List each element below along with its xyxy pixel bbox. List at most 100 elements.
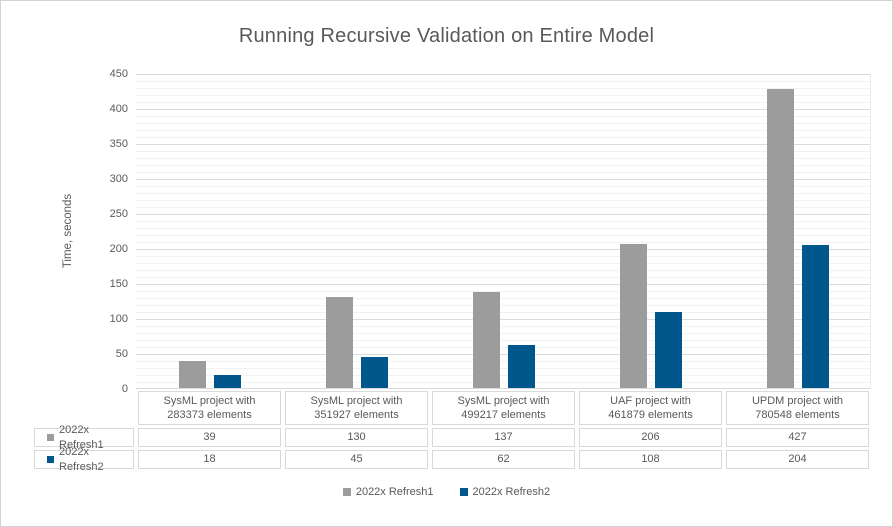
minor-gridline	[136, 326, 870, 327]
minor-gridline	[136, 361, 870, 362]
y-tick-label: 200	[109, 243, 128, 255]
series-label-cell: 2022x Refresh1	[34, 424, 134, 451]
category-cell: UPDM project with 780548 elements	[726, 391, 869, 425]
y-tick-label: 350	[109, 138, 128, 150]
minor-gridline	[136, 235, 870, 236]
bar-series2-group3	[507, 344, 535, 388]
minor-gridline	[136, 333, 870, 334]
value-cell: 18	[138, 450, 281, 469]
y-tick-label: 250	[109, 208, 128, 220]
minor-gridline	[136, 88, 870, 89]
minor-gridline	[136, 256, 870, 257]
minor-gridline	[136, 291, 870, 292]
category-cell-line: SysML project with	[457, 394, 550, 407]
y-tick-label: 100	[109, 313, 128, 325]
y-tick-label: 300	[109, 173, 128, 185]
minor-gridline	[136, 312, 870, 313]
value-cell: 204	[726, 450, 869, 469]
minor-gridline	[136, 158, 870, 159]
value-cell: 427	[726, 428, 869, 447]
category-cell-line: 283373 elements	[167, 409, 252, 421]
value-cell: 62	[432, 450, 575, 469]
major-gridline	[136, 74, 870, 75]
minor-gridline	[136, 263, 870, 264]
y-tick-label: 50	[115, 348, 128, 360]
bar-series2-group5	[801, 245, 829, 388]
series-label-cell: 2022x Refresh2	[34, 446, 134, 473]
minor-gridline	[136, 137, 870, 138]
minor-gridline	[136, 221, 870, 222]
major-gridline	[136, 354, 870, 355]
minor-gridline	[136, 340, 870, 341]
bar-series2-group1	[213, 375, 241, 388]
minor-gridline	[136, 102, 870, 103]
category-cell-line: SysML project with	[310, 394, 403, 407]
y-tick-label: 0	[121, 383, 128, 395]
category-cell-line: 351927 elements	[314, 409, 399, 421]
bar-series1-group2	[325, 297, 353, 388]
minor-gridline	[136, 81, 870, 82]
value-cell: 206	[579, 428, 722, 447]
value-cell: 45	[285, 450, 428, 469]
category-cell: SysML project with 351927 elements	[285, 391, 428, 425]
bar-series1-group4	[619, 243, 647, 388]
category-cell-line: 461879 elements	[608, 409, 693, 421]
minor-gridline	[136, 130, 870, 131]
legend: 2022x Refresh1 2022x Refresh2	[1, 486, 892, 498]
category-cell-line: 780548 elements	[755, 409, 840, 421]
series-name: 2022x Refresh2	[59, 446, 104, 473]
minor-gridline	[136, 298, 870, 299]
legend-swatch	[459, 488, 468, 496]
minor-gridline	[136, 228, 870, 229]
value-cell: 39	[138, 428, 281, 447]
minor-gridline	[136, 165, 870, 166]
y-tick-label: 150	[109, 278, 128, 290]
category-cell: UAF project with 461879 elements	[579, 391, 722, 425]
minor-gridline	[136, 207, 870, 208]
major-gridline	[136, 249, 870, 250]
legend-item: 2022x Refresh1	[342, 486, 434, 498]
minor-gridline	[136, 116, 870, 117]
minor-gridline	[136, 375, 870, 376]
category-cell-line: UPDM project with	[751, 394, 844, 407]
bar-series1-group1	[178, 360, 206, 388]
major-gridline	[136, 214, 870, 215]
value-cell: 137	[432, 428, 575, 447]
minor-gridline	[136, 172, 870, 173]
series-name: 2022x Refresh1	[59, 424, 104, 451]
y-axis-title: Time, seconds	[62, 193, 74, 269]
value-cell: 108	[579, 450, 722, 469]
y-tick-label: 450	[109, 68, 128, 80]
minor-gridline	[136, 123, 870, 124]
bar-series1-group5	[766, 89, 794, 388]
minor-gridline	[136, 382, 870, 383]
minor-gridline	[136, 186, 870, 187]
category-cell: SysML project with 283373 elements	[138, 391, 281, 425]
legend-item: 2022x Refresh2	[459, 486, 551, 498]
minor-gridline	[136, 151, 870, 152]
minor-gridline	[136, 242, 870, 243]
bar-series1-group3	[472, 292, 500, 388]
bar-series2-group4	[654, 312, 682, 388]
plot-area	[136, 74, 871, 389]
major-gridline	[136, 144, 870, 145]
minor-gridline	[136, 270, 870, 271]
major-gridline	[136, 284, 870, 285]
minor-gridline	[136, 95, 870, 96]
minor-gridline	[136, 200, 870, 201]
minor-gridline	[136, 193, 870, 194]
chart-title: Running Recursive Validation on Entire M…	[238, 25, 655, 47]
minor-gridline	[136, 277, 870, 278]
category-cell-line: SysML project with	[163, 394, 256, 407]
y-tick-label: 400	[109, 103, 128, 115]
category-cell: SysML project with 499217 elements	[432, 391, 575, 425]
minor-gridline	[136, 305, 870, 306]
legend-swatch	[342, 488, 351, 496]
minor-gridline	[136, 347, 870, 348]
series-key-swatch	[47, 434, 54, 441]
legend-label: 2022x Refresh2	[472, 486, 551, 498]
major-gridline	[136, 179, 870, 180]
major-gridline	[136, 109, 870, 110]
category-cell-line: 499217 elements	[461, 409, 546, 421]
